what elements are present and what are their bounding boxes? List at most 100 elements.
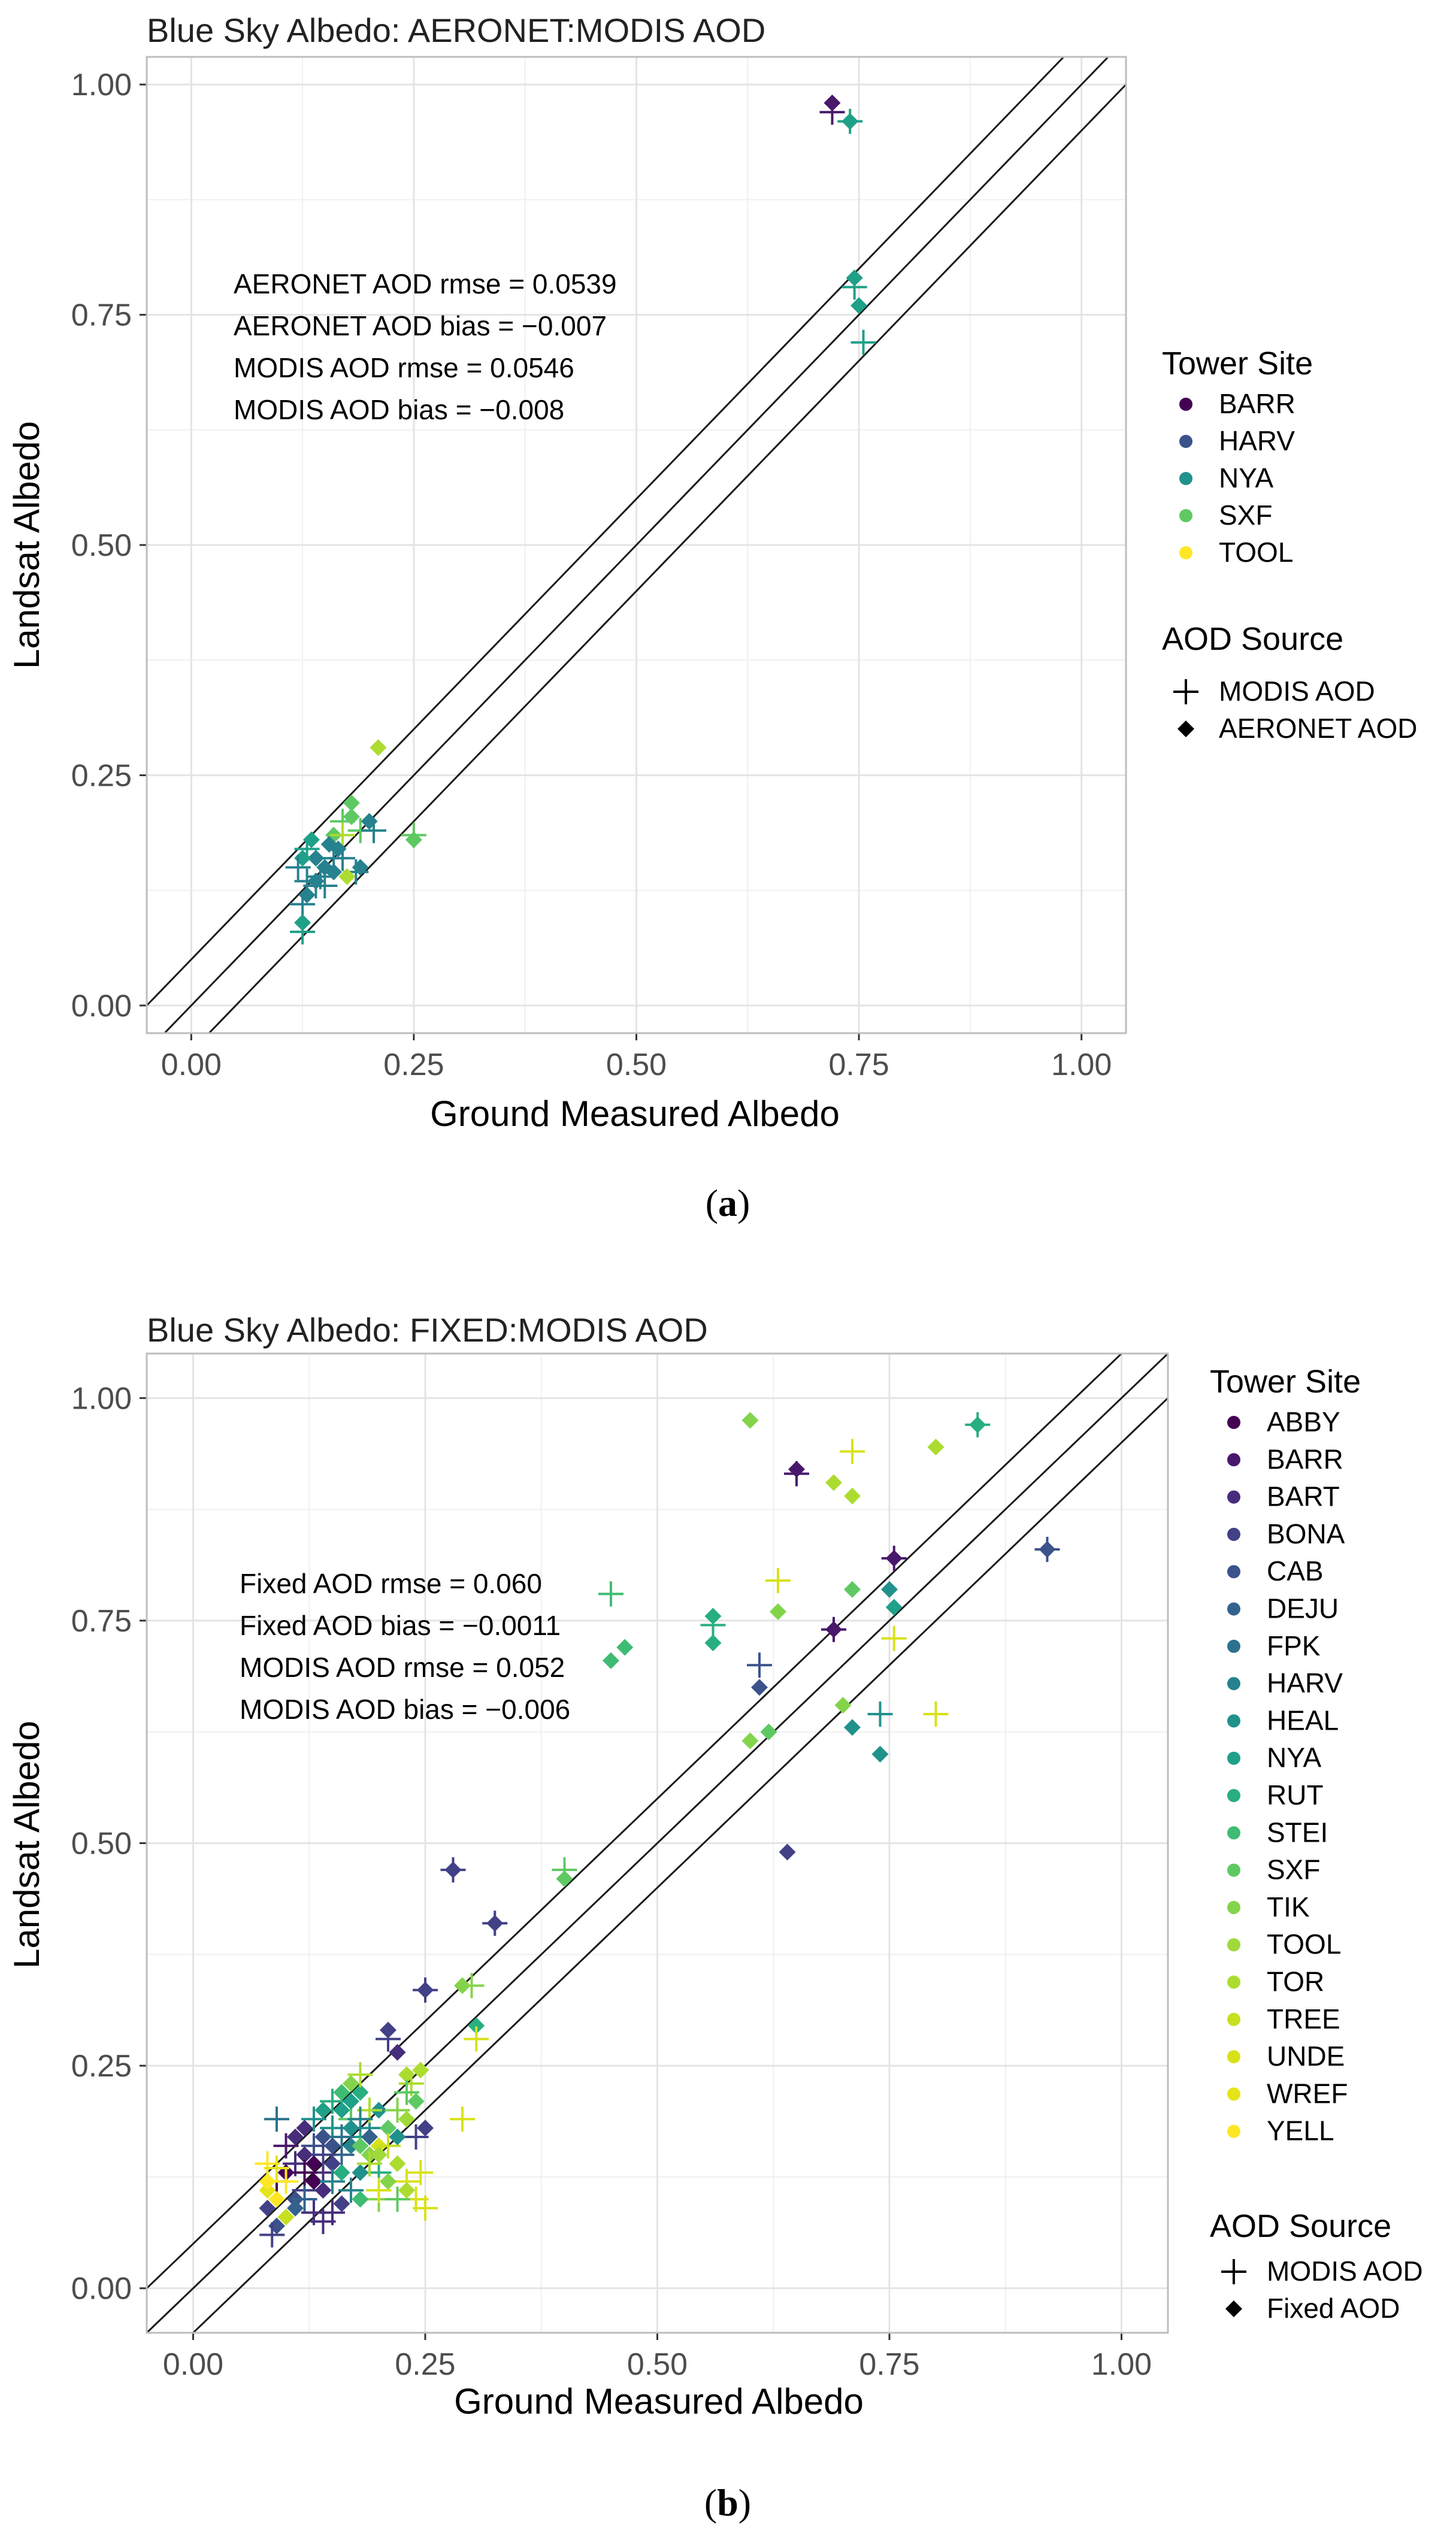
stats-annotation: MODIS AOD bias = −0.008 — [234, 394, 564, 425]
data-point-diamond — [314, 2182, 332, 2199]
data-point-diamond — [343, 2093, 359, 2110]
legend-site-key — [1227, 2012, 1240, 2026]
legend-site-label: BARR — [1219, 388, 1295, 419]
y-tick-label: 0.00 — [71, 2272, 132, 2306]
data-point-diamond — [825, 1474, 842, 1491]
data-point-diamond — [603, 1652, 619, 1669]
legend-site-label: NYA — [1267, 1742, 1321, 1773]
data-point-diamond — [468, 2017, 485, 2035]
reference-line — [207, 84, 1126, 1033]
data-point-plus — [440, 1857, 466, 1883]
stats-annotation: Fixed AOD rmse = 0.060 — [240, 1568, 542, 1599]
data-point-plus — [330, 822, 355, 848]
legend-title-source: AOD Source — [1162, 621, 1343, 657]
data-point-diamond — [927, 1439, 945, 1456]
data-point-plus — [881, 1545, 907, 1571]
y-tick-label: 1.00 — [71, 1381, 132, 1416]
data-point-diamond — [616, 1639, 634, 1656]
legend-source-label: Fixed AOD — [1267, 2293, 1400, 2324]
legend-site-label: HARV — [1267, 1667, 1343, 1699]
data-point-plus — [320, 2088, 345, 2114]
data-point-plus — [700, 1612, 726, 1638]
stats-annotation: Fixed AOD bias = −0.0011 — [240, 1610, 561, 1641]
data-point-diamond — [741, 1732, 759, 1749]
legend-plus-key — [1173, 679, 1198, 704]
data-point-diamond — [881, 1581, 898, 1598]
data-point-diamond — [370, 2146, 388, 2163]
data-point-diamond — [307, 849, 325, 867]
data-point-plus — [464, 2026, 489, 2052]
legend-site-label: RUT — [1267, 1779, 1324, 1811]
y-axis-label: Landsat Albedo — [7, 1721, 47, 1969]
y-tick-label: 0.75 — [71, 298, 132, 333]
reference-line — [192, 1397, 1168, 2333]
legend-source-label: MODIS AOD — [1219, 676, 1375, 707]
data-point-diamond — [333, 2084, 350, 2101]
legend-site-label: TIK — [1267, 1891, 1310, 1923]
data-point-plus — [376, 2133, 401, 2158]
data-point-plus — [413, 2195, 438, 2221]
y-tick-label: 0.75 — [71, 1604, 132, 1639]
data-point-plus — [1034, 1537, 1060, 1562]
data-point-diamond — [417, 2120, 434, 2137]
data-point-plus — [312, 873, 338, 898]
legend-site-label: UNDE — [1267, 2041, 1345, 2072]
data-point-plus — [301, 2200, 326, 2226]
legend-site-key — [1227, 1863, 1240, 1877]
y-tick-label: 0.50 — [71, 1827, 132, 1861]
data-point-diamond — [398, 2111, 415, 2128]
panel-border — [146, 56, 1127, 1034]
data-point-diamond — [389, 2129, 406, 2145]
stats-annotation: AERONET AOD bias = −0.007 — [234, 310, 607, 341]
plot-area — [147, 1354, 1168, 2333]
chart-b: Blue Sky Albedo: FIXED:MODIS AOD 0.00 0.00… — [7, 1311, 1423, 2421]
legend-site-key — [1227, 1527, 1240, 1541]
legend-site-label: BONA — [1267, 1518, 1345, 1549]
data-point-diamond — [389, 2155, 406, 2172]
legend-site-label: HEAL — [1267, 1705, 1339, 1736]
plot-area — [147, 57, 1126, 1033]
legend: Tower Site BARR HARV NYA SXF TOOL AOD Source MO… — [1162, 346, 1417, 744]
legend-site-key — [1227, 1938, 1240, 1952]
data-point-plus — [301, 2106, 326, 2132]
data-point-plus — [347, 2061, 373, 2087]
data-point-diamond — [407, 2093, 425, 2110]
data-point-plus — [401, 822, 426, 848]
legend-site-label: ABBY — [1267, 1406, 1340, 1437]
data-point-diamond — [298, 886, 316, 904]
data-point-plus — [837, 108, 863, 134]
panel-border — [146, 1352, 1169, 2334]
data-point-diamond — [760, 1723, 777, 1740]
data-point-diamond — [844, 1581, 861, 1598]
legend-site-key — [1227, 1602, 1240, 1616]
data-point-diamond — [343, 794, 360, 812]
data-point-diamond — [338, 868, 356, 885]
x-tick-label: 0.50 — [606, 1048, 667, 1082]
data-point-diamond — [370, 739, 387, 756]
reference-line — [147, 1354, 1168, 2333]
data-point-diamond — [844, 1487, 861, 1504]
reference-line — [147, 1354, 1123, 2289]
data-point-diamond — [314, 2102, 332, 2119]
data-point-plus — [394, 2079, 419, 2105]
legend-site-key — [1227, 1453, 1240, 1467]
legend-site-key — [1179, 509, 1192, 522]
data-point-plus — [329, 2124, 355, 2150]
data-point-plus — [819, 99, 845, 125]
legend-title-site: Tower Site — [1210, 1364, 1361, 1400]
legend-site-label: TREE — [1267, 2003, 1340, 2035]
data-point-diamond — [352, 2137, 369, 2154]
legend-site-key — [1227, 1900, 1240, 1914]
legend-site-label: YELL — [1267, 2115, 1334, 2147]
data-point-plus — [841, 274, 867, 300]
legend-site-label: STEI — [1267, 1817, 1328, 1848]
data-point-plus — [459, 1973, 485, 1999]
legend-site-key — [1227, 1714, 1240, 1728]
data-point-plus — [285, 855, 311, 880]
data-point-diamond — [389, 2044, 406, 2061]
data-point-diamond — [305, 2155, 322, 2172]
data-point-plus — [361, 818, 387, 843]
data-point-plus — [408, 2160, 434, 2185]
x-axis-label: Ground Measured Albedo — [430, 1094, 840, 1134]
